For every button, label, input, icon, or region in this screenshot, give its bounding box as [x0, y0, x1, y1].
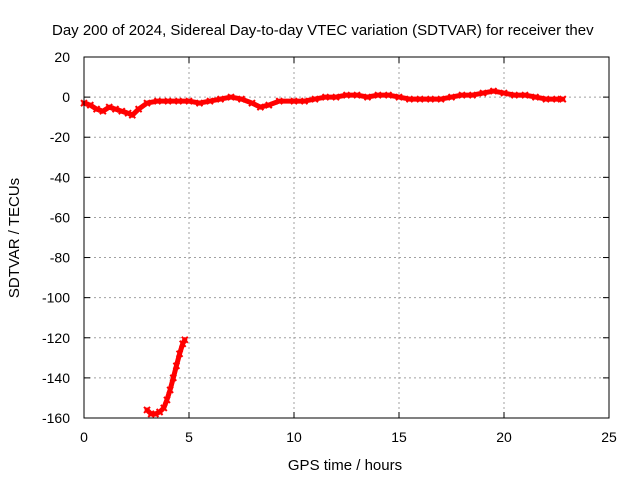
data-point: [353, 91, 361, 99]
y-tick-label: 20: [54, 49, 70, 65]
data-point: [124, 109, 132, 117]
data-point: [206, 97, 214, 105]
data-point: [195, 99, 204, 107]
data-point: [510, 91, 519, 99]
data-point: [166, 386, 174, 394]
data-point: [426, 95, 435, 103]
data-point: [468, 91, 477, 99]
data-point: [111, 105, 120, 113]
data-point: [175, 350, 184, 358]
axis-ticks: [83, 56, 610, 419]
data-point: [447, 93, 456, 101]
data-point: [437, 95, 445, 103]
data-point: [479, 89, 487, 97]
data-point: [134, 105, 143, 113]
tick-labels: 20 0 -20 -40 -60 -80 -100 -120 -140 -160 0 5 10 15 20 2…: [42, 49, 617, 445]
chart-title: Day 200 of 2024, Sidereal Day-to-day VTE…: [52, 22, 594, 39]
data-point: [489, 87, 498, 95]
data-point: [500, 89, 508, 97]
data-point: [300, 97, 309, 105]
data-point: [384, 91, 393, 99]
data-point: [311, 95, 319, 103]
data-point: [185, 97, 193, 105]
data-series: [80, 87, 567, 418]
data-point: [153, 97, 162, 105]
data-point: [237, 95, 246, 103]
data-point: [256, 103, 265, 111]
data-point: [342, 91, 351, 99]
data-point: [559, 95, 567, 103]
y-axis-label: SDTVAR / TECUs: [6, 178, 23, 298]
data-point: [552, 95, 561, 103]
data-point: [374, 91, 382, 99]
data-point: [105, 103, 113, 111]
data-point: [216, 95, 225, 103]
y-tick-label: -160: [42, 410, 70, 426]
x-tick-label: 15: [391, 429, 407, 445]
y-tick-label: -20: [50, 129, 70, 145]
data-point: [531, 93, 540, 101]
y-tick-label: -80: [50, 250, 70, 266]
data-point: [521, 91, 529, 99]
data-point: [160, 404, 168, 412]
data-point: [248, 99, 256, 107]
y-tick-label: -120: [42, 330, 70, 346]
data-point: [172, 362, 181, 370]
data-point: [458, 91, 466, 99]
data-point: [321, 93, 330, 101]
data-point: [163, 396, 171, 404]
data-point: [181, 336, 189, 344]
data-point: [542, 95, 550, 103]
data-point: [290, 97, 298, 105]
data-point: [143, 99, 151, 107]
plot-frame: [83, 56, 610, 419]
data-point: [86, 101, 95, 109]
data-point: [128, 111, 137, 119]
grid-lines: [84, 57, 609, 418]
data-point: [265, 101, 273, 109]
y-tick-label: 0: [62, 89, 70, 105]
x-axis-label: GPS time / hours: [288, 457, 402, 474]
x-tick-label: 0: [80, 429, 88, 445]
y-tick-label: -100: [42, 290, 70, 306]
data-point: [92, 105, 101, 113]
data-point: [174, 97, 183, 105]
data-point: [363, 93, 372, 101]
data-point: [395, 93, 403, 101]
data-point: [118, 107, 126, 115]
data-point: [99, 107, 107, 115]
data-point: [416, 95, 424, 103]
data-point: [164, 97, 172, 105]
x-tick-label: 25: [601, 429, 617, 445]
data-point: [332, 93, 340, 101]
data-point: [178, 340, 187, 348]
y-tick-label: -140: [42, 370, 70, 386]
y-tick-label: -40: [50, 169, 70, 185]
data-point: [227, 93, 235, 101]
data-point: [405, 95, 414, 103]
x-tick-label: 10: [286, 429, 302, 445]
series-trace-1: [144, 337, 188, 417]
data-point: [275, 97, 284, 105]
data-point: [151, 410, 160, 418]
x-tick-label: 20: [496, 429, 512, 445]
x-tick-label: 5: [185, 429, 193, 445]
y-tick-label: -60: [50, 209, 70, 225]
data-point: [169, 374, 177, 382]
